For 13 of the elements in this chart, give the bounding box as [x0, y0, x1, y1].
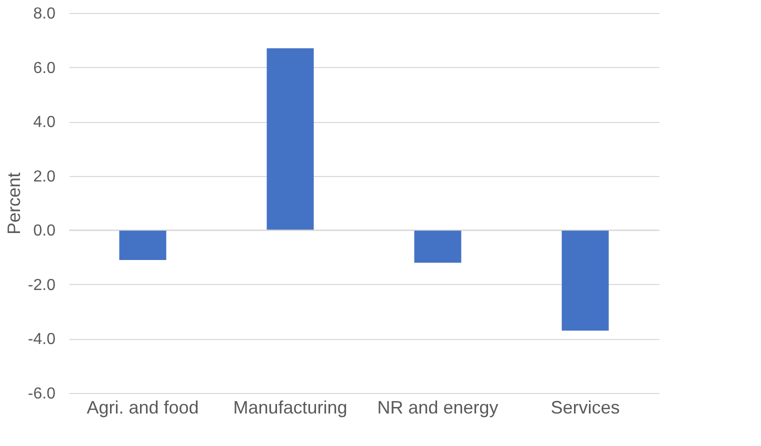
- y-tick-label: 8.0: [33, 6, 56, 22]
- y-tick-label: -4.0: [28, 331, 56, 348]
- y-tick-label: -6.0: [28, 386, 56, 402]
- x-tick-label: Manufacturing: [233, 398, 348, 418]
- y-tick-label: 2.0: [33, 168, 56, 186]
- y-tick-label: 6.0: [33, 60, 56, 77]
- x-tick-label: NR and energy: [377, 398, 498, 418]
- x-tick-label: Agri. and food: [86, 398, 199, 418]
- y-tick-label: 4.0: [33, 114, 56, 132]
- y-axis-title: Percent: [4, 172, 24, 235]
- y-tick-label: 0.0: [33, 222, 56, 240]
- y-tick-label: -2.0: [28, 276, 56, 294]
- x-tick-label: Services: [550, 398, 620, 418]
